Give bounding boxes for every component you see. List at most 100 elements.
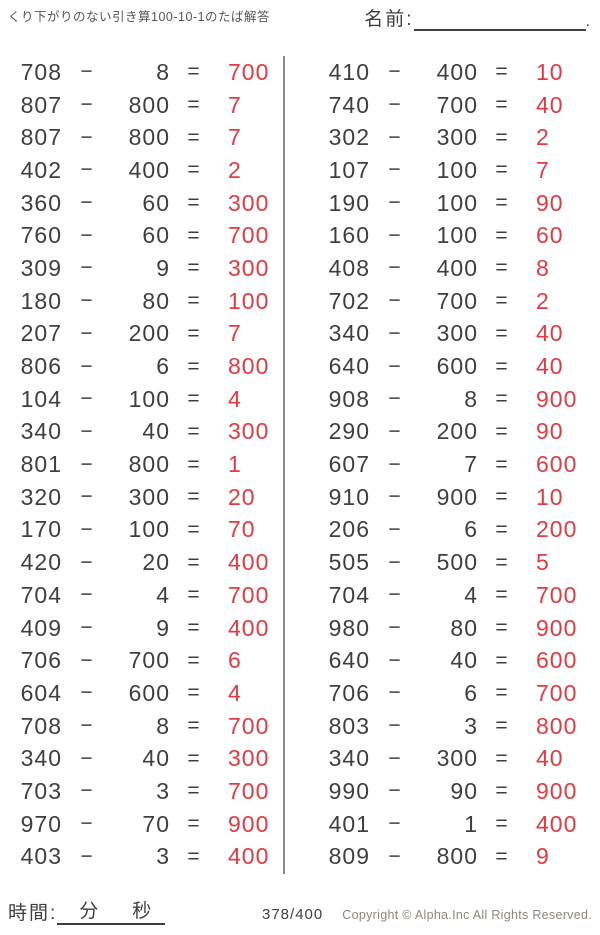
problem-row: 360− 60 = 300 [5,187,283,220]
minus-sign: − [388,387,402,411]
subtrahend-value: 6 [464,679,479,706]
answer-value: 7 [536,156,550,183]
problem-row: 340− 40 = 300 [5,416,283,449]
minuend-value: 708 [20,712,62,739]
problem-row: 704− 4 = 700 [313,579,600,612]
answer-value: 100 [228,287,270,314]
problem-row: 708− 8 = 700 [5,56,283,89]
minuend-value: 409 [20,614,62,641]
subtrahend-value: 3 [464,712,479,739]
subtrahend-value: 800 [128,124,170,151]
equals-sign: = [187,354,201,378]
minuend-value: 704 [328,581,371,608]
equals-sign: = [495,616,509,640]
equals-sign: = [187,714,201,738]
equals-sign: = [187,583,201,607]
minus-sign: − [80,648,94,672]
subtrahend-value: 60 [142,222,170,249]
answer-value: 300 [228,418,270,445]
subtrahend-value: 8 [156,58,170,85]
subtrahend-value: 9 [156,614,170,641]
problem-row: 190− 100 = 90 [313,187,600,220]
answer-value: 900 [536,777,578,804]
time-underline[interactable]: 分 秒 [57,896,166,925]
minus-sign: − [388,321,402,345]
problem-row: 180− 80 = 100 [5,285,283,318]
equals-sign: = [187,93,201,117]
minuend-value: 806 [20,353,62,380]
problem-row: 409− 9 = 400 [5,612,283,645]
minus-sign: − [388,191,402,215]
problem-row: 607− 7 = 600 [313,448,600,481]
equals-sign: = [187,517,201,541]
equals-sign: = [495,191,509,215]
problem-row: 702− 700 = 2 [313,285,600,318]
answer-value: 700 [228,58,270,85]
minus-sign: − [80,223,94,247]
minus-sign: − [80,419,94,443]
minuend-value: 340 [20,745,62,772]
equals-sign: = [495,321,509,345]
minus-sign: − [80,387,94,411]
equals-sign: = [495,583,509,607]
equals-sign: = [187,125,201,149]
worksheet-title: くり下がりのない引き算100-10-1のたば解答 [8,10,271,24]
minus-sign: − [388,681,402,705]
problem-row: 604− 600 = 4 [5,677,283,710]
minus-sign: − [80,779,94,803]
subtrahend-value: 80 [142,287,170,314]
seconds-label: 秒 [132,901,152,922]
subtrahend-value: 70 [142,810,170,837]
equals-sign: = [187,387,201,411]
answer-value: 800 [536,712,578,739]
problem-row: 807− 800 = 7 [5,89,283,122]
name-underline[interactable] [413,7,586,31]
answer-value: 40 [536,353,564,380]
subtrahend-value: 300 [436,320,479,347]
minuend-value: 340 [328,320,371,347]
minuend-value: 708 [20,58,62,85]
answer-value: 200 [536,516,578,543]
problem-row: 320− 300 = 20 [5,481,283,514]
problem-row: 740− 700 = 40 [313,89,600,122]
equals-sign: = [187,844,201,868]
problem-row: 410− 400 = 10 [313,56,600,89]
problem-row: 309− 9 = 300 [5,252,283,285]
answer-value: 400 [228,549,270,576]
subtrahend-value: 600 [128,679,170,706]
column-divider [283,56,286,874]
minuend-value: 706 [20,647,62,674]
minuend-value: 910 [328,483,371,510]
minus-sign: − [80,844,94,868]
answer-value: 10 [536,483,564,510]
problem-row: 403− 3 = 400 [5,841,283,874]
answer-value: 40 [536,91,564,118]
answer-value: 900 [228,810,270,837]
equals-sign: = [187,485,201,509]
minuend-value: 640 [328,353,371,380]
subtrahend-value: 8 [156,712,170,739]
equals-sign: = [187,746,201,770]
problem-row: 980− 80 = 900 [313,612,600,645]
problem-row: 640− 600 = 40 [313,350,600,383]
minuend-value: 402 [20,156,62,183]
problem-row: 908− 8 = 900 [313,383,600,416]
problem-row: 970− 70 = 900 [5,808,283,841]
answer-value: 900 [536,385,578,412]
answer-value: 60 [536,222,564,249]
minus-sign: − [80,321,94,345]
minuend-value: 980 [328,614,371,641]
minus-sign: − [80,550,94,574]
minus-sign: − [388,93,402,117]
subtrahend-value: 1 [464,810,479,837]
answer-value: 9 [536,843,550,870]
equals-sign: = [495,125,509,149]
answer-value: 90 [536,189,564,216]
problem-row: 505− 500 = 5 [313,546,600,579]
minuend-value: 401 [328,810,371,837]
answer-value: 5 [536,549,550,576]
equals-sign: = [187,550,201,574]
equals-sign: = [495,354,509,378]
time-field: 時間: 分 秒 [8,896,166,925]
problem-row: 708− 8 = 700 [5,710,283,743]
